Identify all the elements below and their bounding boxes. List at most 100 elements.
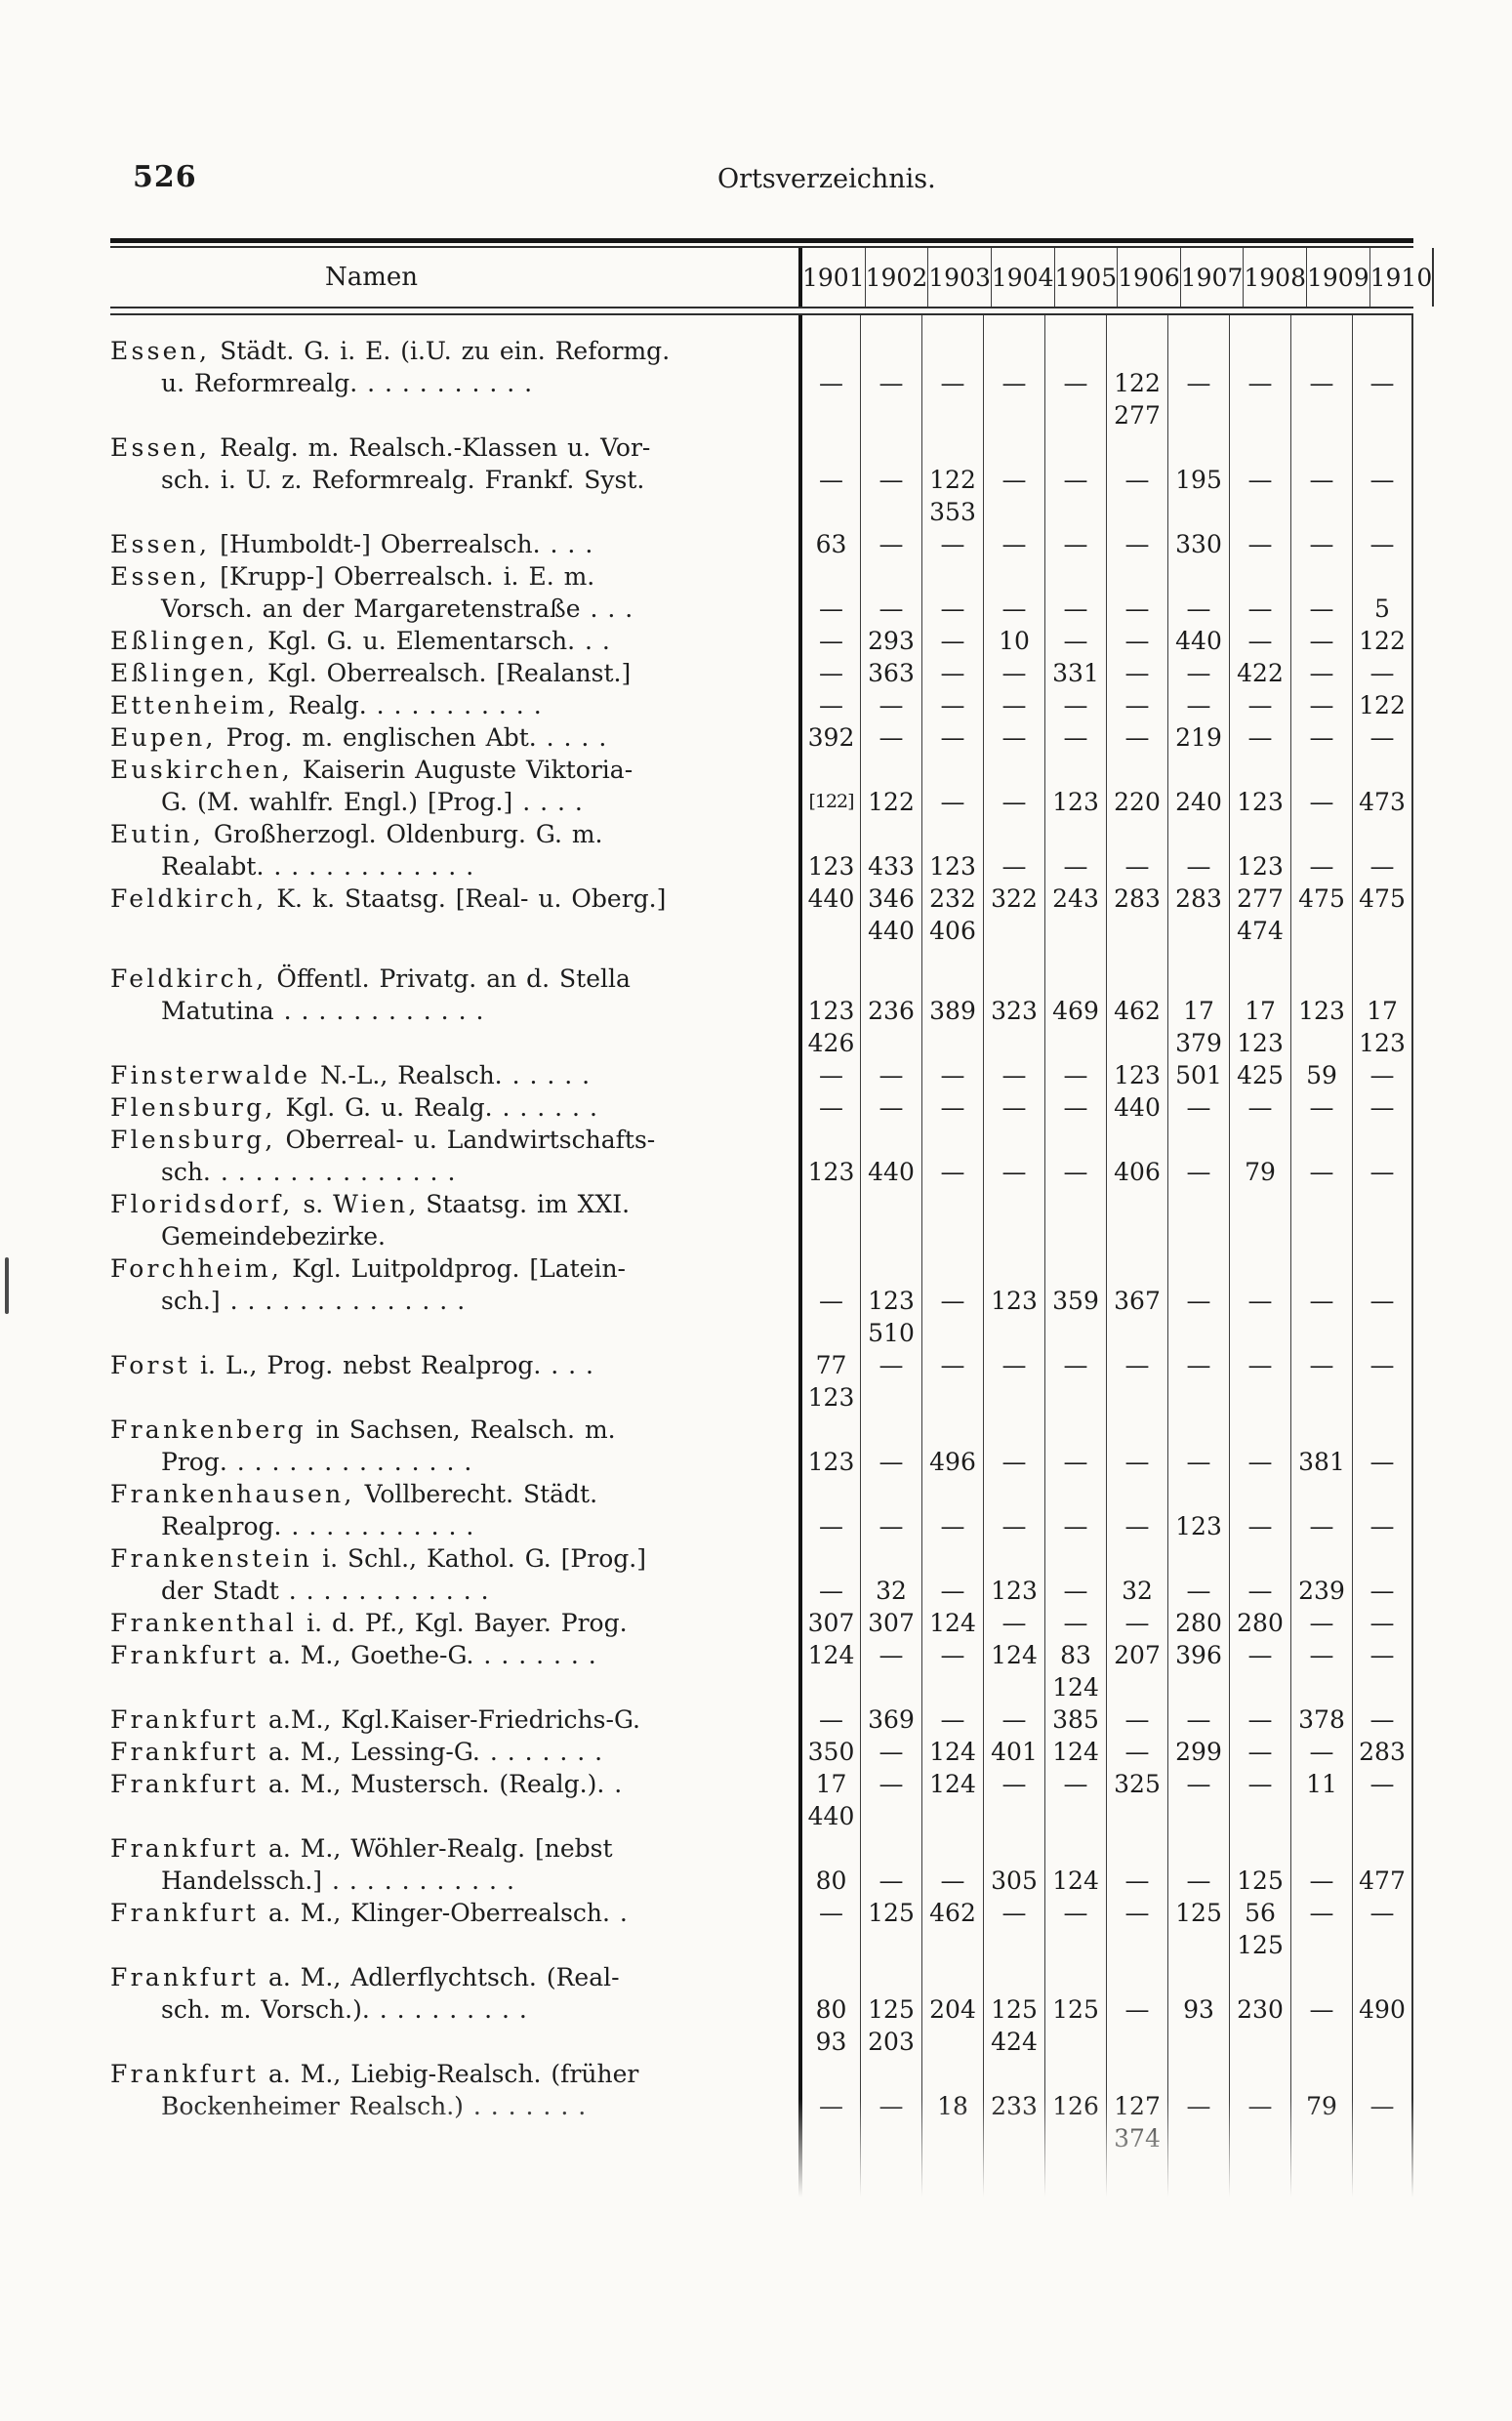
cell-value: — xyxy=(1001,1448,1027,1476)
cell-value: 385 xyxy=(1052,1705,1099,1734)
cell-value: 123 xyxy=(929,852,976,881)
year-cell: — xyxy=(1044,721,1106,754)
year-cell: — xyxy=(983,560,1044,625)
cell-value: — xyxy=(1063,1448,1088,1476)
year-cell: — xyxy=(860,431,921,528)
cell-value: — xyxy=(1063,466,1088,494)
row-name-line: Vorsch. an der Margaretenstraße . . . xyxy=(110,593,798,625)
cell-value: — xyxy=(1309,1995,1334,2024)
cell-value: — xyxy=(879,1093,904,1122)
row-name: Flensburg, Oberreal- u. Landwirtschafts-… xyxy=(110,1124,798,1188)
cell-value: 280 xyxy=(1175,1609,1222,1637)
row-name-line: Essen, [Krupp-] Oberrealsch. i. E. m. xyxy=(110,560,798,593)
year-cell: 369 xyxy=(860,1703,921,1736)
year-cell: — xyxy=(1352,1124,1413,1188)
name-text: Kgl. Luitpoldprog. [Latein- xyxy=(282,1254,627,1283)
year-cell: 123 xyxy=(921,818,983,882)
place-name: Essen, xyxy=(110,562,211,591)
year-cell: — xyxy=(798,625,860,657)
cell-value: — xyxy=(1124,691,1150,719)
cell-value: 122 xyxy=(929,466,976,494)
year-cell: — xyxy=(1106,1607,1167,1639)
row-name: Frankenthal i. d. Pf., Kgl. Bayer. Prog. xyxy=(110,1607,798,1639)
cell-value: — xyxy=(1124,627,1150,655)
year-cell: 123 xyxy=(1106,1059,1167,1091)
year-cell: 123 xyxy=(1229,818,1290,882)
row-name-line: sch. . . . . . . . . . . . . . . xyxy=(110,1156,798,1188)
cell-value: — xyxy=(819,1512,843,1540)
year-cell: — xyxy=(1290,818,1352,882)
cell-value: 125 xyxy=(1175,1899,1222,1927)
cell-value: — xyxy=(940,691,965,719)
year-cell: 322 xyxy=(983,882,1044,947)
year-cell: — xyxy=(1167,818,1229,882)
year-cell: 10 xyxy=(983,625,1044,657)
year-cell: 125 203 xyxy=(860,1961,921,2058)
year-cell: 240 xyxy=(1167,754,1229,818)
cell-value: 232 xyxy=(929,884,976,913)
year-cell: 283 xyxy=(1106,882,1167,947)
cell-value: 424 xyxy=(991,2028,1038,2056)
cell-value: 462 xyxy=(1114,997,1161,1025)
cell-value: — xyxy=(819,1061,843,1089)
year-cell: 124 xyxy=(921,1736,983,1768)
year-cell: — xyxy=(921,1478,983,1542)
cell-value: — xyxy=(1186,1770,1211,1798)
name-text: sch. i. U. z. Reformrealg. Frankf. Syst. xyxy=(161,466,645,494)
name-text: G. (M. wahlfr. Engl.) [Prog.] . . . . xyxy=(161,788,583,816)
cell-value: 440 xyxy=(807,884,855,913)
year-cell: — xyxy=(1290,315,1352,431)
year-cell: — xyxy=(1167,1703,1229,1736)
place-name: Floridsdorf, xyxy=(110,1190,294,1218)
cell-value: — xyxy=(1186,691,1211,719)
year-cell: — xyxy=(860,689,921,721)
year-cell: — xyxy=(1044,560,1106,625)
year-cell: 32 xyxy=(860,1542,921,1607)
cell-value: — xyxy=(1001,595,1027,623)
cell-value: 122 xyxy=(1114,369,1161,397)
year-cell: 367 xyxy=(1106,1252,1167,1349)
cell-value: 17 xyxy=(1245,997,1276,1025)
cell-value: — xyxy=(1063,1158,1088,1186)
year-cell: — xyxy=(860,721,921,754)
year-cell: — xyxy=(1352,2058,1413,2154)
year-column-header: 1904 xyxy=(990,248,1054,307)
cell-value: — xyxy=(1063,530,1088,558)
year-cell: — xyxy=(798,431,860,528)
year-column-header: 1910 xyxy=(1369,248,1435,307)
cell-value: — xyxy=(1124,466,1150,494)
name-text: a. M., Adlerflychtsch. (Real- xyxy=(259,1963,620,1991)
year-cell: 17 123 xyxy=(1352,947,1413,1059)
year-cell: 277 474 xyxy=(1229,882,1290,947)
cell-value: 299 xyxy=(1175,1738,1222,1766)
year-cell: 490 xyxy=(1352,1961,1413,2058)
row-name-line: Matutina . . . . . . . . . . . . xyxy=(110,995,798,1027)
cell-value: — xyxy=(879,530,904,558)
year-cell: — xyxy=(1167,689,1229,721)
cell-value: — xyxy=(1247,1738,1273,1766)
year-cell: — xyxy=(983,1607,1044,1639)
cell-value: 79 xyxy=(1306,2092,1337,2120)
row-name-line: Frankenhausen, Vollberecht. Städt. xyxy=(110,1478,798,1510)
year-cell: 123 xyxy=(1290,947,1352,1059)
row-name: Frankfurt a. M., Wöhler-Realg. [nebst Han… xyxy=(110,1832,798,1897)
cell-value: — xyxy=(1001,1351,1027,1379)
year-cell: 230 xyxy=(1229,1961,1290,2058)
year-cell: 123 xyxy=(798,1414,860,1478)
cell-value: — xyxy=(1001,466,1027,494)
cell-value: — xyxy=(1247,1351,1273,1379)
row-name: Frankfurt a. M., Liebig-Realsch. (früher… xyxy=(110,2058,798,2154)
year-cell: 462 xyxy=(921,1897,983,1961)
year-cell: 59 xyxy=(1290,1059,1352,1091)
cell-value: 389 xyxy=(929,997,976,1025)
cell-value: — xyxy=(879,2092,904,2120)
year-cell: 122 xyxy=(1352,689,1413,721)
year-cell: 124 xyxy=(921,1768,983,1832)
year-cell: 123 xyxy=(1167,1478,1229,1542)
cell-value: 325 xyxy=(1114,1770,1161,1798)
year-cell: — xyxy=(921,1091,983,1124)
cell-value: 195 xyxy=(1175,466,1222,494)
row-name-line: Frankfurt a. M., Klinger-Oberrealsch. . xyxy=(110,1897,798,1929)
cell-value: 32 xyxy=(1122,1577,1153,1605)
